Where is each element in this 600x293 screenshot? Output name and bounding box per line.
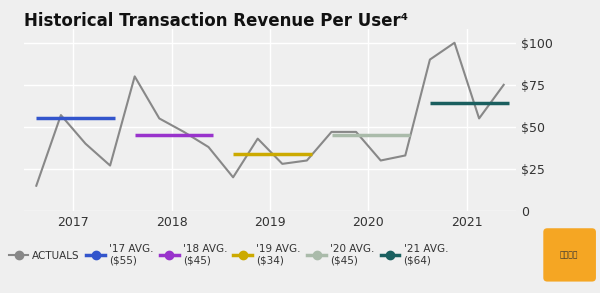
- Text: Historical Transaction Revenue Per User⁴: Historical Transaction Revenue Per User⁴: [24, 12, 408, 30]
- Legend: ACTUALS, '17 AVG.
($55), '18 AVG.
($45), '19 AVG.
($34), '20 AVG.
($45), '21 AVG: ACTUALS, '17 AVG. ($55), '18 AVG. ($45),…: [5, 240, 452, 270]
- Text: 金色财经: 金色财经: [560, 251, 578, 259]
- FancyBboxPatch shape: [544, 228, 596, 282]
